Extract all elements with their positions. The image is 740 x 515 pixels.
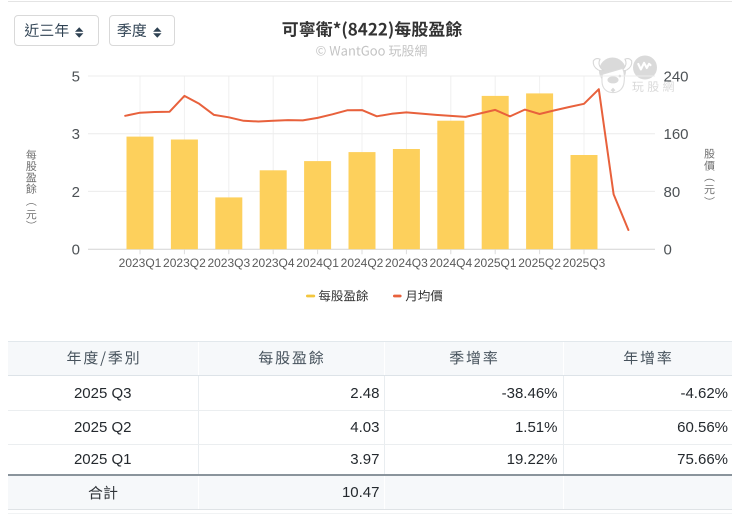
svg-text:2024Q2: 2024Q2 <box>341 256 384 270</box>
svg-text:2025Q2: 2025Q2 <box>518 256 561 270</box>
svg-text:2023Q3: 2023Q3 <box>207 256 250 270</box>
svg-text:2023Q1: 2023Q1 <box>119 256 162 270</box>
svg-text:0: 0 <box>664 242 672 259</box>
svg-text:2024Q4: 2024Q4 <box>429 256 472 270</box>
svg-text:160: 160 <box>664 126 689 143</box>
svg-text:2024Q1: 2024Q1 <box>296 256 339 270</box>
svg-text:2023Q2: 2023Q2 <box>163 256 206 270</box>
svg-text:2: 2 <box>72 184 80 201</box>
svg-text:0: 0 <box>72 242 80 259</box>
svg-text:2025Q1: 2025Q1 <box>474 256 517 270</box>
svg-text:2024Q3: 2024Q3 <box>385 256 428 270</box>
svg-text:3: 3 <box>72 126 80 143</box>
svg-text:2023Q4: 2023Q4 <box>252 256 295 270</box>
svg-text:2025Q3: 2025Q3 <box>563 256 606 270</box>
svg-text:80: 80 <box>664 184 681 201</box>
svg-text:5: 5 <box>72 68 80 85</box>
svg-text:240: 240 <box>664 68 689 85</box>
